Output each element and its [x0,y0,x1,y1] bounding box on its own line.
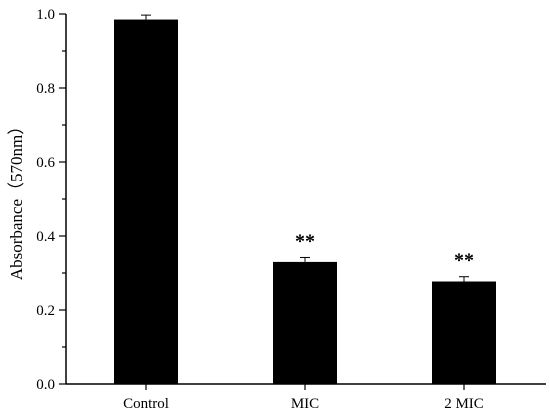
bar-mic [273,261,337,384]
y-tick-label: 0.6 [36,155,55,171]
significance-label: ** [295,230,315,252]
y-tick-label: 0.2 [36,303,55,319]
y-tick-label: 0.8 [36,81,55,97]
x-tick-label: 2 MIC [444,396,484,412]
bars-group: ** ** [114,14,496,385]
x-tick-label: Control [123,396,169,412]
y-tick-label: 1.0 [36,7,55,23]
bar-2-mic [432,281,496,384]
y-axis-ticks: 0.0 0.2 0.4 0.6 0.8 1.0 [36,7,66,393]
y-axis-title: Absorbance（570nm） [7,118,26,280]
bar-control [114,19,178,385]
y-tick-label: 0.0 [36,377,55,393]
x-tick-label: MIC [291,396,319,412]
category-labels: Control MIC 2 MIC [123,384,484,412]
significance-label: ** [454,250,474,272]
y-tick-label: 0.4 [36,229,55,245]
